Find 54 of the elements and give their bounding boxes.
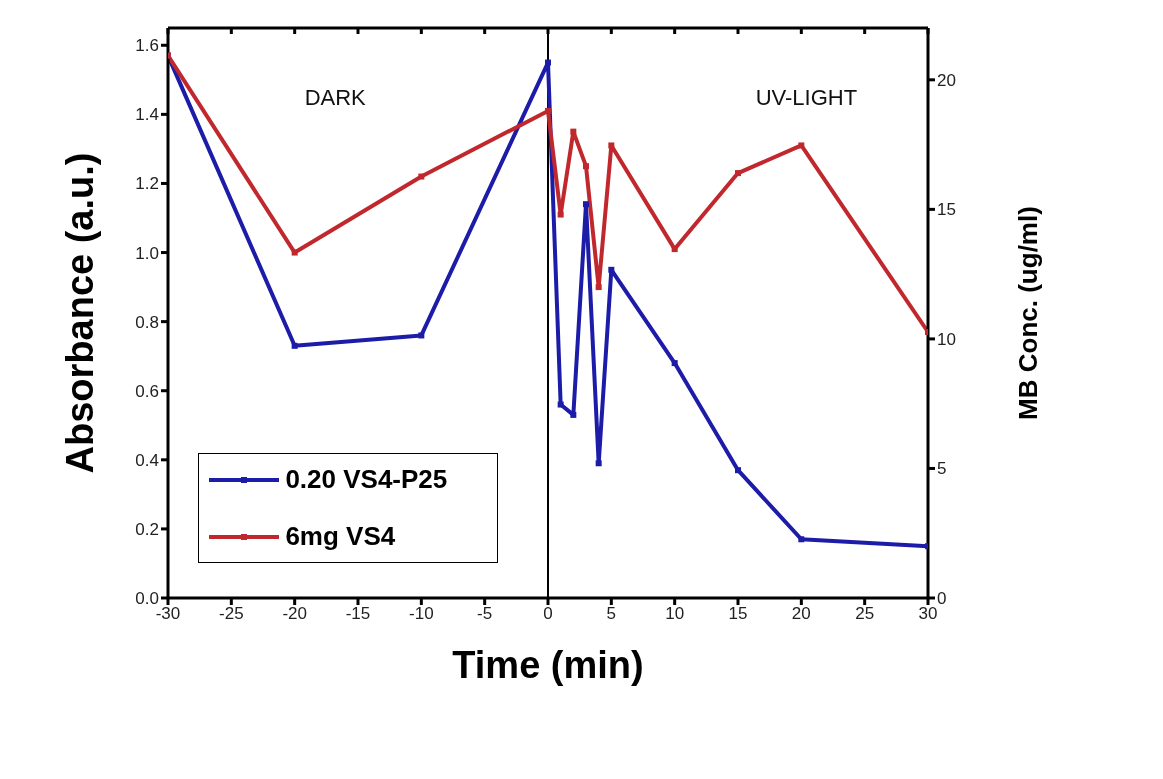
- y-tick-label: 0.8: [135, 312, 159, 332]
- point: [798, 142, 805, 149]
- y-tick-label: 0.4: [135, 450, 159, 470]
- x-tick-label: 5: [606, 604, 617, 624]
- x-tick-label: 0: [543, 604, 553, 624]
- point: [608, 266, 615, 273]
- y-tick-label: 1.4: [135, 105, 159, 125]
- point: [545, 59, 551, 66]
- x-tick-label: 10: [665, 604, 685, 624]
- point: [735, 467, 741, 474]
- x-tick-label: 15: [728, 604, 748, 624]
- y2-tick-label: 5: [937, 459, 947, 479]
- point: [583, 201, 589, 208]
- y2-tick-label: 0: [937, 589, 947, 609]
- point: [418, 173, 425, 180]
- x-tick-label: -25: [219, 604, 244, 624]
- point: [557, 211, 564, 218]
- point: [608, 142, 615, 149]
- point: [798, 536, 805, 543]
- point: [291, 342, 298, 349]
- point: [583, 163, 589, 170]
- y-tick-label: 1.2: [135, 174, 159, 194]
- legend-label: 0.20 VS4-P25: [285, 464, 448, 496]
- y2-tick-label: 10: [937, 329, 956, 349]
- y2-tick-label: 20: [937, 70, 956, 90]
- y2-axis-title: MB Conc. (ug/ml): [1013, 206, 1044, 420]
- y-tick-label: 1.6: [135, 36, 159, 56]
- y-tick-label: 0.6: [135, 381, 159, 401]
- x-tick-label: -10: [409, 604, 434, 624]
- point: [557, 401, 564, 408]
- x-tick-label: -20: [282, 604, 307, 624]
- point: [291, 249, 298, 256]
- point: [418, 332, 425, 339]
- point: [570, 128, 577, 135]
- x-tick-label: -5: [477, 604, 493, 624]
- point: [671, 246, 678, 253]
- x-tick-label: -15: [345, 604, 371, 624]
- point: [595, 460, 602, 467]
- point: [570, 411, 577, 418]
- annotation: UV-LIGHT: [755, 85, 858, 112]
- point: [735, 170, 741, 177]
- y-tick-label: 1.0: [135, 243, 159, 263]
- legend-label: 6mg VS4: [285, 521, 396, 553]
- annotation: DARK: [304, 85, 366, 112]
- y2-tick-label: 15: [937, 200, 956, 220]
- y-tick-label: 0.2: [135, 519, 159, 539]
- point: [595, 284, 602, 291]
- point: [545, 107, 551, 114]
- x-tick-label: 30: [918, 604, 938, 624]
- x-tick-label: 20: [791, 604, 811, 624]
- x-axis-title: Time (min): [452, 644, 644, 686]
- y-axis-title: Absorbance (a.u.): [59, 152, 102, 474]
- x-tick-label: 25: [855, 604, 875, 624]
- point: [671, 360, 678, 367]
